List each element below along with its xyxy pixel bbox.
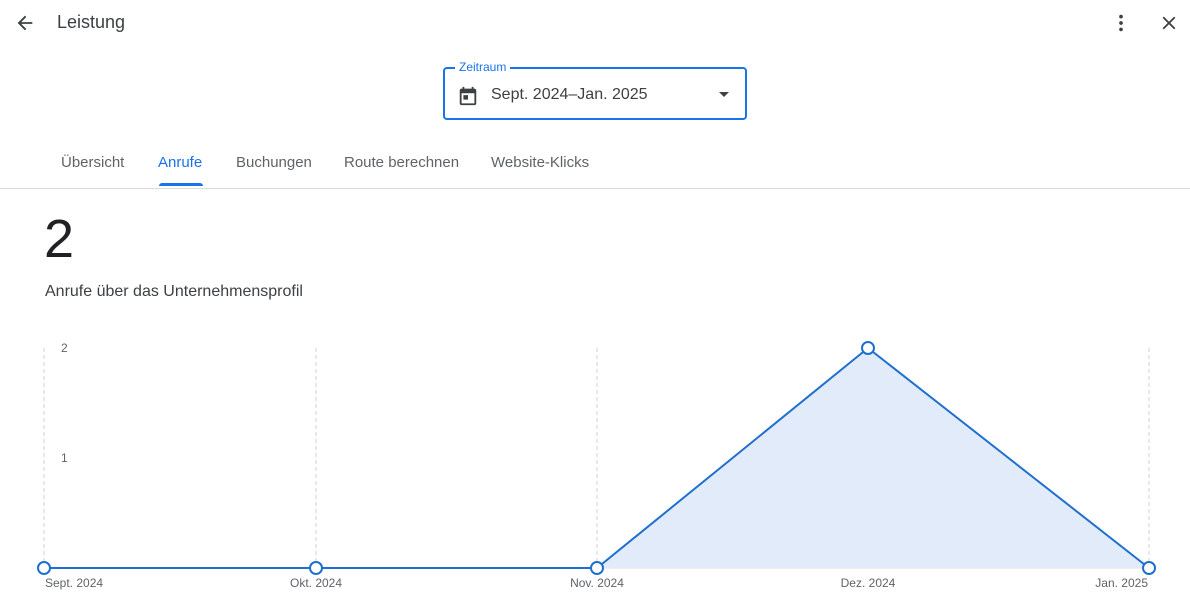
data-point-4 (1142, 561, 1156, 575)
total-calls-value: 2 (44, 209, 75, 269)
data-point-1 (309, 561, 323, 575)
series-area (44, 348, 1149, 568)
y-tick-label-2: 2 (61, 341, 68, 355)
data-point-0 (37, 561, 51, 575)
top-app-bar: Leistung (0, 0, 1190, 46)
more-vert-icon (1119, 14, 1123, 32)
x-tick-label-2: Nov. 2024 (570, 576, 624, 590)
tab-uebersicht[interactable]: Übersicht (61, 154, 125, 171)
data-point-3 (861, 341, 875, 355)
date-range-label: Zeitraum (455, 60, 511, 74)
tab-anrufe[interactable]: Anrufe (158, 154, 203, 171)
arrow-back-icon (17, 15, 33, 31)
data-point-2 (590, 561, 604, 575)
x-tick-label-1: Okt. 2024 (290, 576, 342, 590)
y-tick-label-1: 1 (61, 451, 68, 465)
x-tick-label-0: Sept. 2024 (45, 576, 103, 590)
calls-area-chart: 1 2 Sept. 2024 Okt. 2024 Nov. 2024 Dez. 2024 J… (37, 341, 1156, 590)
active-tab-indicator (159, 183, 203, 186)
tab-buchungen[interactable]: Buchungen (236, 154, 312, 171)
page-title: Leistung (57, 12, 126, 32)
tab-website-klicks[interactable]: Website-Klicks (491, 154, 590, 171)
dropdown-arrow-icon (719, 92, 729, 97)
more-options-button[interactable] (1106, 8, 1136, 38)
close-button[interactable] (1154, 8, 1184, 38)
tab-route-berechnen[interactable]: Route berechnen (344, 154, 460, 171)
date-range-value: Sept. 2024–Jan. 2025 (491, 86, 648, 103)
calendar-icon (459, 86, 477, 106)
close-icon (1162, 16, 1176, 30)
back-button[interactable] (10, 8, 40, 38)
tab-bar: Übersicht Anrufe Buchungen Route berechn… (0, 140, 1190, 189)
x-tick-label-4: Jan. 2025 (1095, 576, 1148, 590)
date-range-select[interactable]: Zeitraum Sept. 2024–Jan. 2025 (443, 60, 747, 120)
total-calls-description: Anrufe über das Unternehmensprofil (45, 283, 303, 300)
x-tick-label-3: Dez. 2024 (841, 576, 896, 590)
